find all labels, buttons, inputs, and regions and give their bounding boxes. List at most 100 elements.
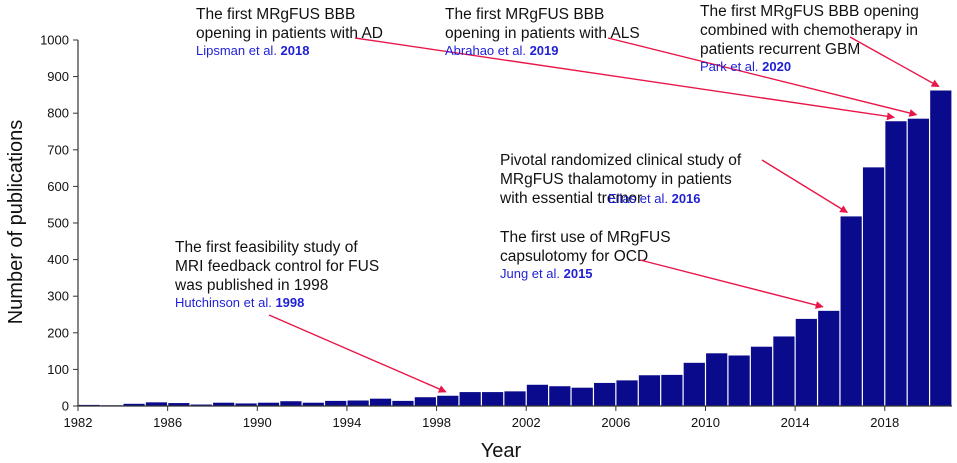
bar-1992	[302, 402, 324, 406]
bar-2009	[683, 362, 705, 406]
annotation-arrow	[607, 37, 918, 117]
x-tick-label-2010: 2010	[691, 415, 720, 430]
x-tick-label-1990: 1990	[243, 415, 272, 430]
y-tick-label-1000: 1000	[40, 33, 69, 48]
citation-author: Jung et al.	[500, 266, 564, 281]
citation-author: Park et al.	[700, 59, 762, 74]
annotation-2020: The first MRgFUS BBB opening combined wit…	[700, 3, 940, 88]
annotation-text-line: opening in patients with ALS	[445, 25, 640, 42]
bar-1995	[369, 398, 392, 406]
bar-2015	[818, 310, 840, 406]
annotation-text-line: Pivotal randomized clinical study of	[500, 152, 742, 169]
annotations-group: The first feasibility study of MRI feedba…	[174, 3, 940, 393]
bar-1998	[437, 395, 459, 406]
annotation-text-line: The first use of MRgFUS	[500, 229, 671, 246]
x-tick-label-1986: 1986	[153, 415, 182, 430]
y-tick-label-600: 600	[47, 179, 69, 194]
citation-year: 2018	[281, 43, 310, 58]
x-tick-label-1998: 1998	[422, 415, 451, 430]
bar-2014	[795, 318, 817, 406]
bar-2006	[616, 380, 638, 406]
bar-2002	[526, 384, 549, 406]
citation-author: Hutchinson et al.	[175, 295, 275, 310]
citation-author: Lipsman et al.	[196, 43, 281, 58]
annotation-1998: The first feasibility study of MRI feedba…	[174, 239, 447, 393]
y-tick-label-0: 0	[62, 399, 69, 414]
y-tick-label-100: 100	[47, 362, 69, 377]
y-tick-label-900: 900	[47, 69, 69, 84]
annotation-citation: Jung et al. 2015	[500, 266, 593, 281]
annotation-arrow	[268, 314, 447, 393]
annotation-2015: The first use of MRgFUS capsulotomy for O…	[500, 229, 824, 309]
bar-2003	[549, 386, 571, 406]
x-tick-label-2014: 2014	[781, 415, 810, 430]
annotation-2016: Pivotal randomized clinical study of MRgF…	[499, 152, 849, 213]
annotation-citation: Hutchinson et al. 1998	[175, 295, 304, 310]
bar-2012	[750, 346, 773, 406]
annotation-citation: Park et al. 2020	[700, 59, 791, 74]
x-tick-label-1982: 1982	[64, 415, 93, 430]
bar-1990	[257, 402, 280, 406]
bar-2007	[638, 375, 661, 406]
bar-2019	[907, 118, 929, 406]
y-tick-label-700: 700	[47, 142, 69, 157]
citation-author: Abrahao et al.	[445, 43, 530, 58]
bar-1991	[280, 401, 302, 406]
bar-1987	[190, 404, 212, 406]
citation-year: 1998	[275, 295, 304, 310]
x-tick-label-2018: 2018	[870, 415, 899, 430]
annotation-text-line: The first MRgFUS BBB	[445, 6, 604, 23]
annotation-text-line: with essential tremor	[499, 190, 642, 207]
annotation-text-line: patients recurrent GBM	[700, 41, 860, 58]
bar-2010	[706, 353, 728, 406]
annotation-text-line: The first feasibility study of	[175, 239, 358, 256]
citation-year: 2019	[530, 43, 559, 58]
citation-year: 2016	[672, 191, 701, 206]
axes-group: 0 100 200 300 400 500 600 700 800 900 1000 1982 1986…	[40, 33, 952, 430]
bar-1993	[325, 400, 347, 406]
annotation-text-line: MRI feedback control for FUS	[175, 258, 379, 275]
bar-1985	[145, 402, 168, 406]
annotation-citation: Abrahao et al. 2019	[445, 43, 558, 58]
bar-2011	[728, 355, 750, 406]
bar-2016	[840, 216, 862, 406]
citation-year: 2015	[564, 266, 593, 281]
annotation-arrow	[761, 159, 849, 213]
bar-1994	[347, 400, 369, 406]
bar-1997	[414, 397, 436, 406]
bar-1986	[168, 403, 190, 406]
annotation-2018: The first MRgFUS BBB opening in patients …	[196, 6, 895, 121]
annotation-arrow	[354, 37, 895, 121]
citation-year: 2020	[762, 59, 791, 74]
annotation-text-line: capsulotomy for OCD	[500, 248, 648, 265]
annotation-text-line: was published in 1998	[174, 277, 328, 294]
bar-2020	[930, 90, 952, 406]
annotation-citation: Lipsman et al. 2018	[196, 43, 309, 58]
bar-2017	[862, 167, 885, 406]
y-tick-label-500: 500	[47, 216, 69, 231]
bar-1996	[392, 400, 414, 406]
annotation-text-line: The first MRgFUS BBB	[196, 6, 355, 23]
y-tick-label-200: 200	[47, 325, 69, 340]
bar-2001	[504, 391, 526, 406]
x-tick-label-2002: 2002	[512, 415, 541, 430]
annotation-2019: The first MRgFUS BBB opening in patients …	[445, 6, 918, 117]
annotation-arrow	[639, 259, 824, 309]
citation-author: Elias et al.	[608, 191, 672, 206]
x-tick-label-2006: 2006	[601, 415, 630, 430]
x-axis-label: Year	[481, 440, 522, 462]
bar-2018	[885, 121, 907, 406]
annotation-text-line: combined with chemotherapy in	[700, 22, 918, 39]
bar-2004	[571, 387, 593, 406]
annotation-text-line: The first MRgFUS BBB opening	[700, 3, 919, 20]
bar-2008	[661, 374, 683, 406]
bar-1984	[123, 403, 145, 406]
annotation-text-line: opening in patients with AD	[196, 25, 383, 42]
bar-2000	[481, 392, 504, 406]
y-tick-label-300: 300	[47, 289, 69, 304]
annotation-arrow	[849, 36, 940, 88]
bar-2013	[773, 336, 795, 406]
bar-1999	[459, 392, 481, 406]
bar-1989	[235, 403, 257, 406]
